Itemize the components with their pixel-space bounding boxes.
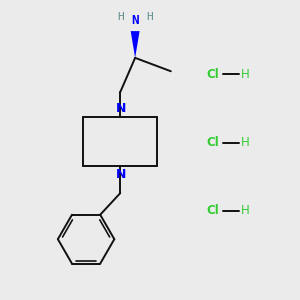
Text: Cl: Cl [206,204,219,218]
Text: Cl: Cl [206,136,219,149]
Text: H: H [118,12,124,22]
Polygon shape [131,31,140,58]
Text: N: N [116,168,126,181]
Text: N: N [116,102,126,115]
Text: H: H [146,12,153,22]
Text: H: H [241,136,250,149]
Text: N: N [131,14,139,27]
Text: H: H [241,204,250,218]
Text: H: H [241,68,250,81]
Text: Cl: Cl [206,68,219,81]
